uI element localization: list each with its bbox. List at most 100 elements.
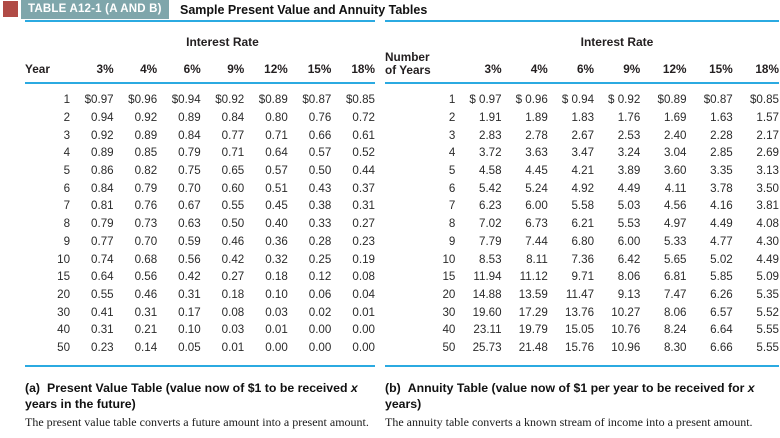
value-cell: 0.55 (91, 287, 114, 301)
value-cell: $0.89 (657, 93, 687, 107)
value-cell: 13.76 (565, 305, 595, 319)
value-cell: 25.73 (472, 340, 502, 354)
value-cell: 3.47 (571, 146, 595, 160)
value-cell: 0.89 (134, 128, 158, 142)
value-cell: 0.71 (265, 128, 288, 142)
value-cell: 3.60 (663, 164, 687, 178)
value-cell: 0.80 (265, 111, 288, 125)
value-cell: 0.42 (178, 270, 201, 284)
row-label: 6 (63, 181, 71, 195)
value-cell: 0.50 (308, 164, 332, 178)
value-cell: 0.10 (265, 287, 288, 301)
table-row: 20 0.55 0.46 0.31 0.18 0.10 0.06 0.04 (25, 286, 375, 304)
value-cell: 0.94 (91, 111, 114, 125)
row-label: 5 (448, 164, 456, 178)
value-cell: 3.78 (710, 181, 733, 195)
row-label: 10 (442, 252, 456, 266)
value-cell: 5.24 (525, 181, 548, 195)
value-cell: 0.79 (134, 181, 158, 195)
footnote-b-heading: (b) Annuity Table (value now of $1 per ye… (385, 381, 779, 412)
value-cell: 0.31 (178, 287, 201, 301)
value-cell: 0.63 (178, 217, 201, 231)
rate-column-header: 15% (686, 50, 733, 84)
value-cell: 0.82 (134, 164, 158, 178)
value-cell: 0.50 (221, 217, 245, 231)
value-cell: 0.73 (134, 217, 158, 231)
value-cell: 1.91 (479, 111, 502, 125)
value-cell: 0.00 (352, 340, 375, 354)
value-cell: 0.43 (308, 181, 332, 195)
table-row: 50 0.23 0.14 0.05 0.01 0.00 0.00 0.00 (25, 339, 375, 367)
value-cell: 0.37 (352, 181, 375, 195)
value-cell: 0.75 (178, 164, 201, 178)
value-cell: 0.65 (221, 164, 245, 178)
present-value-table: Interest Rate Year 3% 4% 6% 9% 12% 15% 18% 1 $0… (25, 20, 375, 368)
value-cell: 0.89 (178, 111, 201, 125)
column-header-row: Number of Years 3% 4% 6% 9% 12% 15% 18% (385, 50, 779, 84)
value-cell: 0.67 (178, 199, 201, 213)
value-cell: 0.89 (91, 146, 114, 160)
value-cell: 0.84 (221, 111, 245, 125)
footnote-b: (b) Annuity Table (value now of $1 per ye… (385, 381, 779, 430)
value-cell: 0.01 (265, 323, 288, 337)
value-cell: 0.25 (308, 252, 332, 266)
table-row: 5 0.86 0.82 0.75 0.65 0.57 0.50 0.44 (25, 162, 375, 180)
value-cell: 4.77 (710, 234, 733, 248)
value-cell: 9.13 (617, 287, 641, 301)
footnote-a-heading: (a) Present Value Table (value now of $1 … (25, 381, 381, 412)
value-cell: 0.17 (178, 305, 201, 319)
value-cell: 1.63 (710, 111, 733, 125)
rate-column-header: 9% (200, 50, 245, 84)
value-cell: 0.31 (91, 323, 114, 337)
value-cell: 0.74 (91, 252, 114, 266)
row-label: 2 (448, 111, 456, 125)
value-cell: 23.11 (473, 323, 502, 337)
table-row: 9 0.77 0.70 0.59 0.46 0.36 0.28 0.23 (25, 233, 375, 251)
value-cell: 0.84 (178, 128, 201, 142)
table-row: 40 0.31 0.21 0.10 0.03 0.01 0.00 0.00 (25, 321, 375, 339)
row-label: 8 (448, 217, 456, 231)
value-cell: 0.08 (352, 270, 375, 284)
year-column-header: Year (25, 50, 71, 84)
table-row: 7 6.23 6.00 5.58 5.03 4.56 4.16 3.81 (385, 197, 779, 215)
value-cell: 2.83 (479, 128, 502, 142)
row-label: 20 (442, 287, 456, 301)
table-row: 7 0.81 0.76 0.67 0.55 0.45 0.38 0.31 (25, 197, 375, 215)
value-cell: 4.56 (663, 199, 687, 213)
value-cell: 0.61 (352, 128, 375, 142)
value-cell: 5.65 (663, 252, 687, 266)
value-cell: 0.44 (352, 164, 375, 178)
value-cell: 3.89 (617, 164, 641, 178)
value-cell: 10.27 (611, 305, 641, 319)
value-cell: 5.02 (710, 252, 733, 266)
table-row: 20 14.88 13.59 11.47 9.13 7.47 6.26 5.35 (385, 286, 779, 304)
value-cell: 8.11 (526, 252, 548, 266)
value-cell: 8.06 (617, 270, 641, 284)
value-cell: $ 0.92 (608, 93, 641, 107)
value-cell: 8.24 (663, 323, 687, 337)
row-label: 40 (57, 323, 71, 337)
table-row: 3 2.83 2.78 2.67 2.53 2.40 2.28 2.17 (385, 126, 779, 144)
value-cell: 4.08 (756, 217, 779, 231)
value-cell: 0.81 (91, 199, 114, 213)
rate-column-header: 4% (113, 50, 158, 84)
row-label: 8 (63, 217, 71, 231)
value-cell: 0.36 (265, 234, 288, 248)
value-cell: 4.30 (756, 234, 779, 248)
table-row: 3 0.92 0.89 0.84 0.77 0.71 0.66 0.61 (25, 126, 375, 144)
value-cell: 0.45 (265, 199, 288, 213)
value-cell: $0.85 (345, 93, 375, 107)
annuity-table: Interest Rate Number of Years 3% 4% 6% 9% 12… (385, 20, 779, 368)
value-cell: 11.94 (473, 270, 502, 284)
value-cell: 4.58 (479, 164, 502, 178)
value-cell: 0.86 (91, 164, 114, 178)
value-cell: 2.85 (710, 146, 733, 160)
value-cell: $ 0.96 (515, 93, 548, 107)
value-cell: 0.21 (134, 323, 158, 337)
rate-column-header: 3% (455, 50, 502, 84)
value-cell: 2.53 (617, 128, 641, 142)
red-square-decoration (3, 1, 18, 17)
value-cell: 8.30 (663, 340, 687, 354)
value-cell: 2.67 (571, 128, 595, 142)
value-cell: 3.72 (479, 146, 502, 160)
